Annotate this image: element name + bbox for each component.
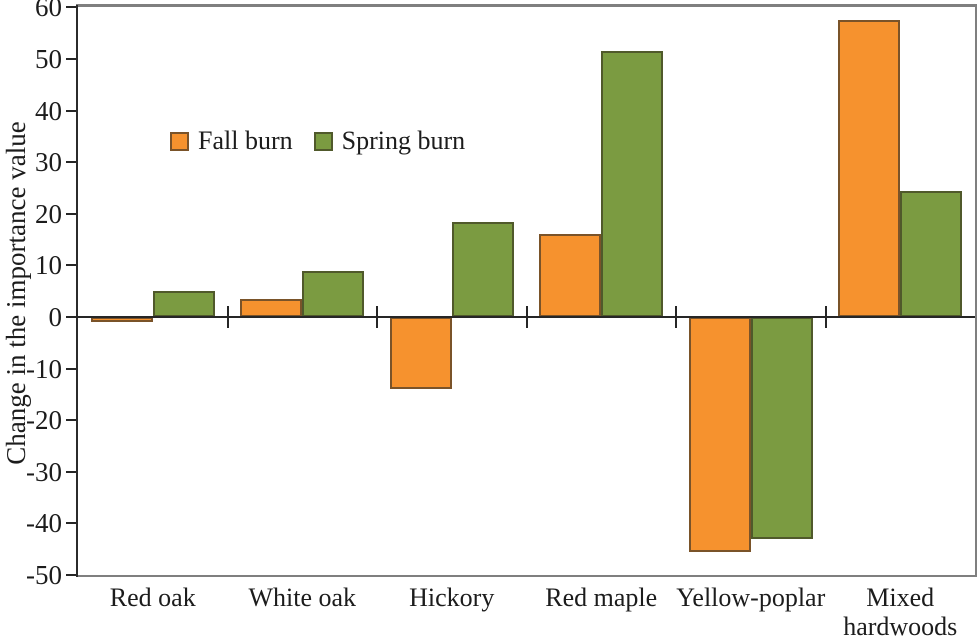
y-tick-label: 0 [48, 302, 63, 332]
x-category-label: Mixed hardwoods [843, 583, 958, 641]
plot-frame-right [975, 4, 977, 577]
bar-spring-burn-red-maple [601, 51, 664, 317]
y-tick-mark [66, 212, 76, 215]
x-boundary-tick [226, 306, 229, 328]
y-tick-mark [66, 419, 76, 422]
spring-burn-swatch-icon [313, 131, 333, 151]
bar-fall-burn-hickory [389, 317, 452, 390]
y-tick-label: 40 [35, 95, 62, 126]
y-tick-label: 30 [35, 147, 62, 178]
legend-item-fall-burn: Fall burn [170, 126, 293, 156]
x-boundary-tick [824, 306, 827, 328]
y-tick-mark [66, 161, 76, 164]
y-tick-label: -20 [26, 405, 62, 436]
x-category-label: Yellow-poplar [676, 583, 826, 612]
y-tick-mark [66, 470, 76, 473]
y-tick-mark [66, 316, 76, 318]
x-boundary-tick [675, 306, 677, 328]
y-tick-label: 50 [35, 44, 62, 74]
legend-item-spring-burn: Spring burn [313, 126, 466, 156]
x-category-label: White oak [248, 583, 357, 612]
y-axis-line [76, 5, 78, 577]
legend-label-fall-burn: Fall burn [198, 126, 293, 155]
y-tick-mark [66, 522, 76, 525]
x-boundary-tick [525, 306, 528, 328]
y-tick-label: -10 [26, 353, 62, 384]
y-tick-mark [66, 264, 76, 267]
y-tick-mark [66, 6, 76, 9]
y-tick-mark [66, 367, 76, 370]
x-category-label: Hickory [409, 583, 495, 612]
plot-frame-top [76, 4, 977, 7]
bar-spring-burn-mixed-hardwoods [900, 190, 963, 317]
bar-spring-burn-white-oak [302, 270, 365, 317]
y-tick-mark [66, 58, 76, 60]
bar-fall-burn-mixed-hardwoods [838, 20, 901, 317]
bar-fall-burn-white-oak [240, 298, 303, 317]
x-category-label: Red oak [109, 583, 196, 612]
bar-fall-burn-red-oak [90, 317, 153, 323]
y-tick-label: 20 [35, 198, 62, 229]
y-tick-label: 60 [35, 0, 62, 23]
y-tick-mark [66, 574, 76, 576]
y-tick-label: 10 [35, 250, 62, 281]
fall-burn-swatch-icon [170, 131, 189, 151]
bar-spring-burn-hickory [451, 221, 514, 317]
bar-fall-burn-yellow-poplar [688, 317, 751, 552]
legend: Fall burn Spring burn [170, 126, 465, 156]
y-tick-label: -50 [26, 560, 62, 590]
x-boundary-tick [376, 306, 378, 328]
y-tick-mark [66, 109, 76, 112]
bar-fall-burn-red-maple [539, 234, 602, 317]
y-tick-label: -30 [26, 456, 62, 487]
x-category-label: Red maple [545, 583, 658, 612]
legend-label-spring-burn: Spring burn [341, 126, 466, 155]
bar-spring-burn-red-oak [152, 291, 215, 317]
plot-frame-bottom [76, 575, 977, 577]
bar-spring-burn-yellow-poplar [750, 317, 813, 539]
y-tick-label: -40 [26, 508, 62, 539]
